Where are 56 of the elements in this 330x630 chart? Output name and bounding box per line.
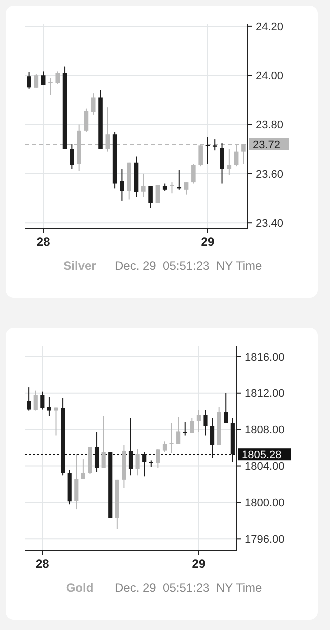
candlestick [142, 173, 146, 198]
ref-line-label: 1805.28 [242, 449, 282, 462]
candlestick [192, 164, 196, 184]
candlestick [183, 422, 188, 436]
candlestick [40, 391, 45, 410]
candlestick [224, 392, 228, 424]
candlestick [206, 136, 210, 165]
y-tick-label: 1808.00 [245, 424, 285, 437]
text: Dec. 29 05:51:23 NY Time [115, 581, 263, 595]
candlestick [34, 74, 39, 88]
candlestick [102, 416, 106, 469]
y-tick-label: 23.80 [256, 120, 284, 132]
y-tick-label: 24.00 [256, 70, 284, 82]
y-tick-label: 24.20 [256, 21, 284, 34]
candlestick [176, 416, 181, 445]
candlestick [34, 390, 38, 412]
candlestick [27, 72, 32, 90]
y-tick-label: 23.40 [256, 218, 284, 230]
candlestick [48, 78, 53, 96]
candlestick [162, 441, 168, 453]
candlestick [136, 448, 140, 476]
candlestick [56, 71, 60, 85]
candlestick [70, 144, 74, 170]
y-tick-label: 1804.00 [245, 461, 285, 474]
x-tick-label: 29 [201, 235, 215, 249]
candlestick [148, 186, 153, 209]
y-tick-label: 1816.00 [245, 352, 285, 364]
candlestick [81, 458, 86, 480]
candlestick [156, 448, 160, 469]
candlestick [220, 142, 224, 184]
text: Silver [64, 259, 97, 273]
text: Gold [66, 581, 94, 595]
candlestick [156, 184, 160, 204]
candlestick [212, 139, 218, 152]
y-tick-label: 1812.00 [245, 388, 285, 400]
y-tick-label: 23.60 [256, 168, 284, 181]
candlestick [84, 108, 89, 133]
candlestick [184, 182, 189, 196]
y-tick-label: 1800.00 [245, 498, 285, 510]
x-tick-label: 28 [36, 235, 51, 249]
candlestick [27, 387, 32, 412]
text: Dec. 29 05:51:23 NY Time [115, 259, 263, 273]
candlestick [170, 422, 174, 454]
candlestick [91, 93, 96, 116]
x-tick-label: 28 [36, 557, 50, 571]
ref-line-label: 23.72 [253, 139, 281, 152]
candlestick [41, 71, 46, 86]
candlestick [74, 454, 79, 510]
candlestick [120, 168, 124, 202]
x-tick-label: 29 [192, 557, 206, 571]
candlestick [190, 418, 194, 434]
candlestick [54, 407, 58, 436]
candlestick [196, 410, 201, 433]
y-tick-label: 1796.00 [245, 534, 285, 546]
candlestick [47, 396, 52, 417]
candlestick [204, 410, 208, 436]
